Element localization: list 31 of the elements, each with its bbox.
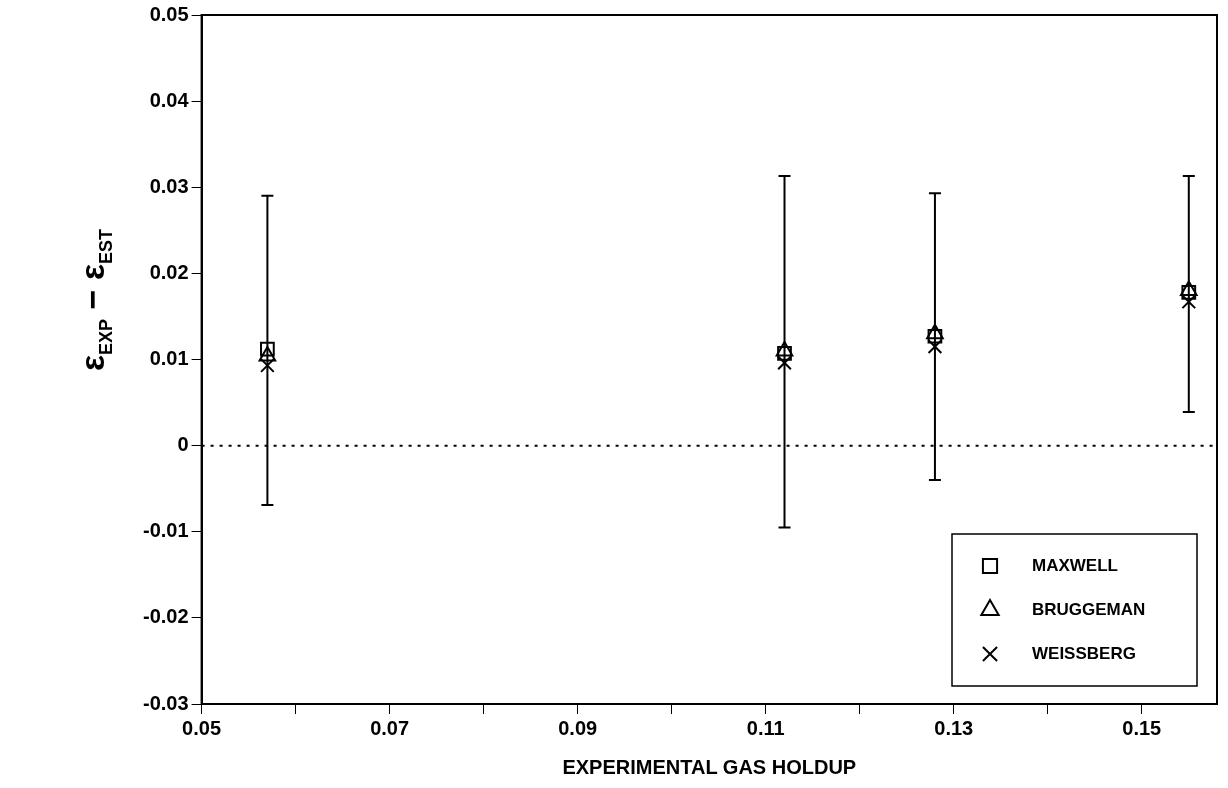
legend-label: BRUGGEMAN [1032, 599, 1146, 619]
y-tick-label: 0.05 [149, 2, 189, 25]
y-tick-label: 0.03 [149, 174, 189, 197]
x-tick-label: 0.13 [934, 716, 974, 739]
point [260, 341, 275, 357]
x-axis-title: EXPERIMENTAL GAS HOLDUP [562, 755, 857, 778]
point [1180, 280, 1198, 297]
y-tick-label: 0 [177, 433, 189, 456]
point [927, 328, 943, 344]
x-tick-label: 0.11 [746, 716, 785, 739]
y-tick-label: -0.02 [142, 605, 189, 628]
point [926, 323, 944, 340]
x-tick-label: 0.15 [1122, 716, 1162, 739]
point [927, 339, 943, 354]
point [777, 346, 792, 361]
point [1181, 294, 1197, 310]
point [777, 355, 792, 371]
y-tick-label: 0.01 [149, 347, 189, 370]
point [775, 340, 794, 357]
x-tick-label: 0.09 [558, 716, 598, 739]
point [258, 346, 277, 362]
x-tick-label: 0.05 [182, 716, 222, 739]
point [260, 358, 275, 373]
y-tick-label: 0.02 [149, 260, 189, 283]
y-tick-label: -0.01 [142, 519, 189, 542]
legend-label: MAXWELL [1032, 555, 1118, 575]
y-tick-label: 0.04 [149, 88, 190, 111]
legend-label: WEISSBERG [1032, 643, 1136, 663]
y-tick-label: -0.03 [142, 691, 189, 714]
x-tick-label: 0.07 [370, 716, 410, 739]
point [1181, 284, 1197, 300]
